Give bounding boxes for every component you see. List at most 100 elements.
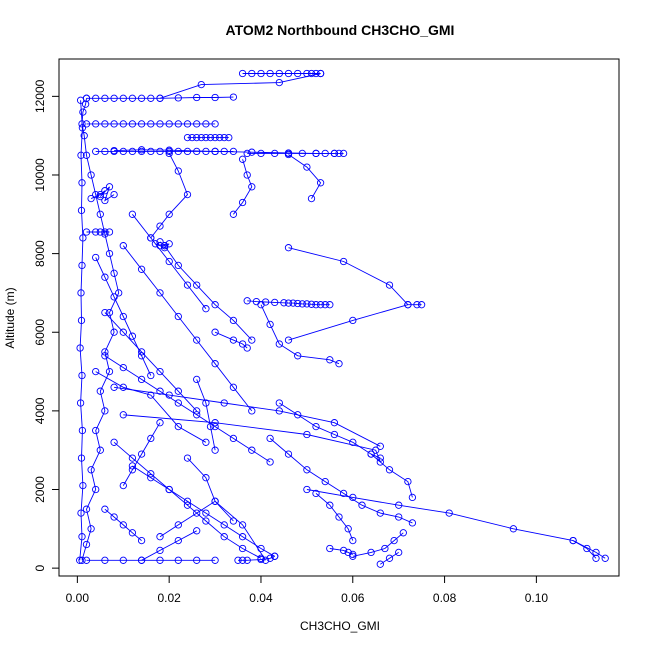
series-46 [101,505,146,545]
data-point [211,556,219,564]
data-point [165,120,173,128]
data-point [92,94,100,102]
data-point [266,320,274,329]
data-point [105,308,114,317]
data-point [92,253,100,262]
data-point [76,344,84,352]
data-point [349,316,357,325]
data-point [275,78,283,87]
data-point [271,149,279,158]
series-39 [183,454,238,525]
data-point [174,120,182,128]
data-point [156,419,164,427]
data-point [147,94,155,102]
y-axis-label: Altitude (m) [3,287,17,348]
data-point [413,301,421,309]
data-point [82,505,91,513]
data-point [381,544,389,553]
series-line [104,355,271,463]
data-point [294,352,302,360]
data-point [137,536,146,545]
series-line [132,214,207,309]
data-point [77,151,85,159]
y-tick-label: 12000 [33,79,47,113]
data-point [294,411,302,419]
data-point [225,133,233,142]
data-point [119,242,127,250]
series-line [279,402,381,459]
data-point [137,94,146,102]
data-point [312,301,320,309]
data-point [243,149,251,158]
data-point [165,485,173,494]
data-point [229,210,238,218]
data-point [238,69,247,78]
series-line [164,245,253,341]
series-45 [119,419,164,490]
series-35 [110,438,265,562]
data-point [220,533,228,541]
data-point [326,501,334,509]
data-point [174,261,182,270]
data-point [101,196,109,205]
data-point [119,556,127,564]
data-point [339,149,348,158]
data-point [372,446,380,454]
data-point [229,434,238,443]
series-20 [257,301,343,368]
data-point [335,513,343,521]
data-point [78,556,86,564]
series-line [141,530,197,561]
data-point [183,147,192,156]
data-point [174,536,182,545]
data-point [206,133,215,142]
data-point [197,80,205,89]
data-point [82,556,91,564]
series-line [370,453,413,498]
data-point [101,556,109,564]
data-point [147,120,155,128]
x-tick-label: 0.06 [341,591,365,605]
data-point [211,422,219,431]
data-point [160,242,169,250]
x-tick-label: 0.10 [525,591,549,605]
series-line [150,153,189,239]
data-point [137,146,146,154]
series-line [81,98,120,561]
data-point [303,485,311,494]
data-point [307,300,316,308]
data-point [77,509,85,517]
data-point [115,289,123,297]
data-point [243,297,251,305]
data-point [583,544,591,553]
data-point [82,120,91,128]
data-point [193,527,201,535]
data-point [92,426,100,435]
x-tick-label: 0.08 [433,591,457,605]
data-point [147,147,155,156]
series-4 [156,69,325,102]
data-point [376,458,384,466]
data-point [339,546,348,555]
data-point [110,269,118,277]
data-point [174,147,182,156]
data-point [289,299,297,307]
data-point [193,336,201,344]
series-44 [193,375,219,454]
data-point [156,556,164,564]
data-point [234,556,242,564]
data-point [92,120,100,128]
data-point [266,458,274,466]
data-point [275,407,283,415]
data-point [271,298,279,307]
data-point [202,474,210,482]
series-line [288,304,409,341]
data-point [183,133,192,142]
y-axis: 0 2000 4000 6000 8000 10000 12000 [33,79,60,571]
data-point [77,316,86,325]
data-point [303,300,311,308]
data-point [110,190,118,199]
data-point [367,548,375,557]
series-line [187,457,234,522]
plot-frame [58,58,620,577]
